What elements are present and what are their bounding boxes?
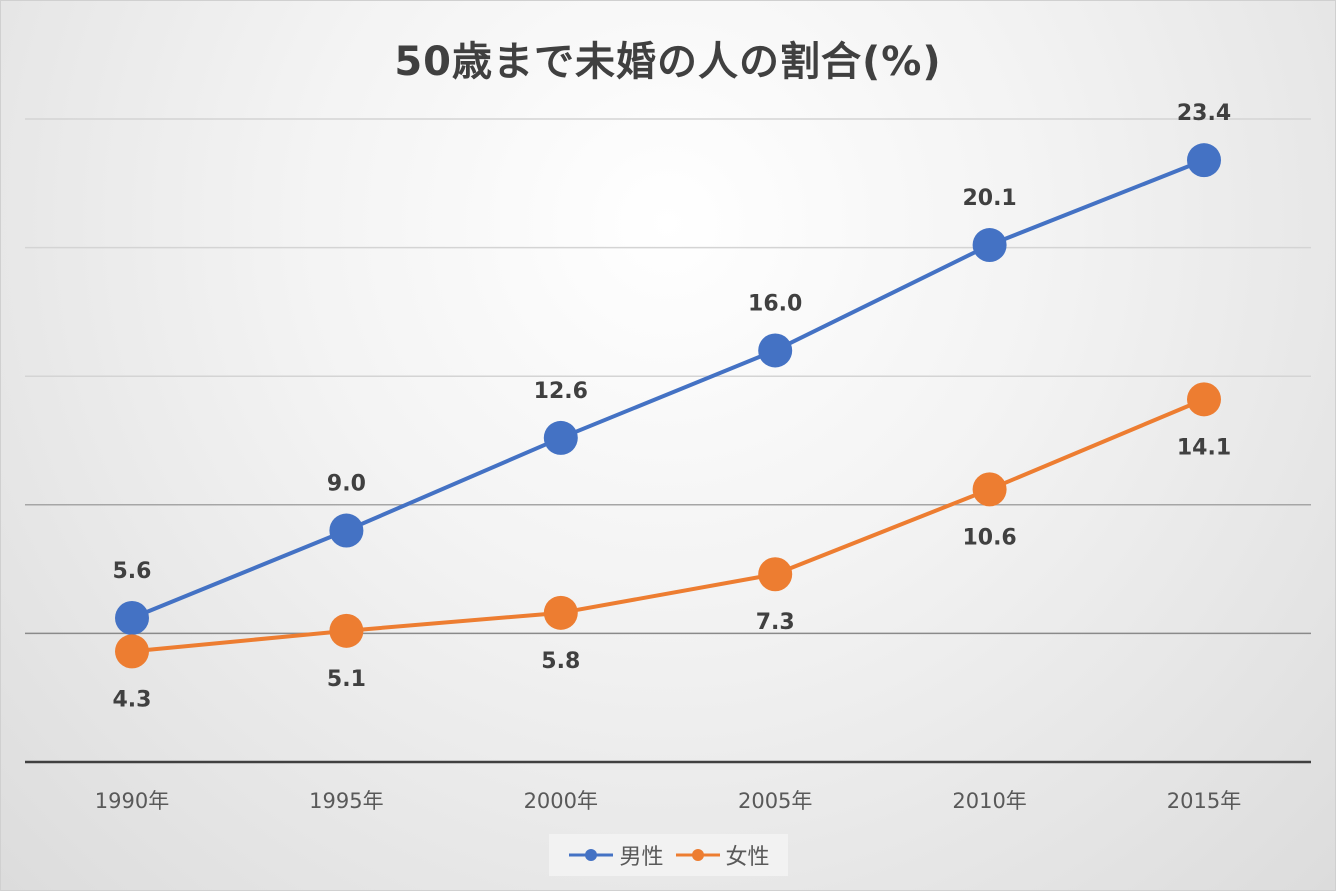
data-label: 5.1: [327, 667, 366, 692]
data-label: 5.8: [541, 649, 580, 674]
series-layer: [115, 143, 1221, 669]
data-point: [543, 420, 578, 455]
legend-item-female: 女性: [674, 839, 770, 871]
x-tick-label: 2005年: [738, 789, 812, 813]
data-labels: 5.6 9.0 12.6 16.0 20.1 23.4 4.3 5.1 5.8 7.3 10.6 14…: [113, 101, 1232, 712]
legend-label-female: 女性: [725, 845, 770, 870]
legend-label-male: 男性: [619, 845, 664, 870]
data-label: 10.6: [962, 525, 1016, 550]
x-tick-label: 2010年: [952, 789, 1026, 813]
data-point: [115, 600, 149, 635]
data-point: [329, 613, 364, 648]
data-point: [758, 557, 793, 592]
data-label: 4.3: [113, 687, 152, 712]
legend-marker-male: [569, 849, 614, 861]
legend-marker-female: [675, 849, 720, 861]
legend-item-male: 男性: [567, 839, 664, 871]
data-label: 12.6: [534, 379, 588, 404]
data-point: [115, 634, 149, 669]
data-point: [1187, 382, 1221, 417]
x-tick-label: 2000年: [524, 789, 598, 813]
data-point: [329, 513, 364, 548]
x-tick-label: 1995年: [309, 789, 383, 813]
series-line-1: [131, 397, 1205, 654]
data-point: [543, 595, 578, 630]
x-axis: 1990年 1995年 2000年 2005年 2010年 2015年: [25, 760, 1311, 813]
data-label: 23.4: [1177, 101, 1231, 126]
legend-dot-female: [691, 849, 704, 861]
data-label: 14.1: [1177, 435, 1231, 460]
data-point: [758, 333, 793, 368]
legend: 男性 女性: [549, 834, 788, 876]
data-point: [972, 228, 1007, 263]
data-label: 9.0: [327, 472, 366, 497]
series-line-0: [131, 158, 1205, 620]
x-tick-label: 2015年: [1167, 789, 1241, 813]
legend-dot-male: [585, 849, 598, 861]
data-label: 7.3: [756, 610, 795, 635]
gridlines: [25, 118, 1311, 635]
data-label: 20.1: [962, 186, 1016, 211]
x-tick-label: 1990年: [95, 789, 169, 813]
data-label: 16.0: [748, 291, 802, 316]
data-label: 5.6: [113, 559, 152, 584]
data-point: [1187, 143, 1221, 178]
data-point: [972, 472, 1007, 507]
chart-title: 50歳まで未婚の人の割合(%): [394, 39, 942, 85]
